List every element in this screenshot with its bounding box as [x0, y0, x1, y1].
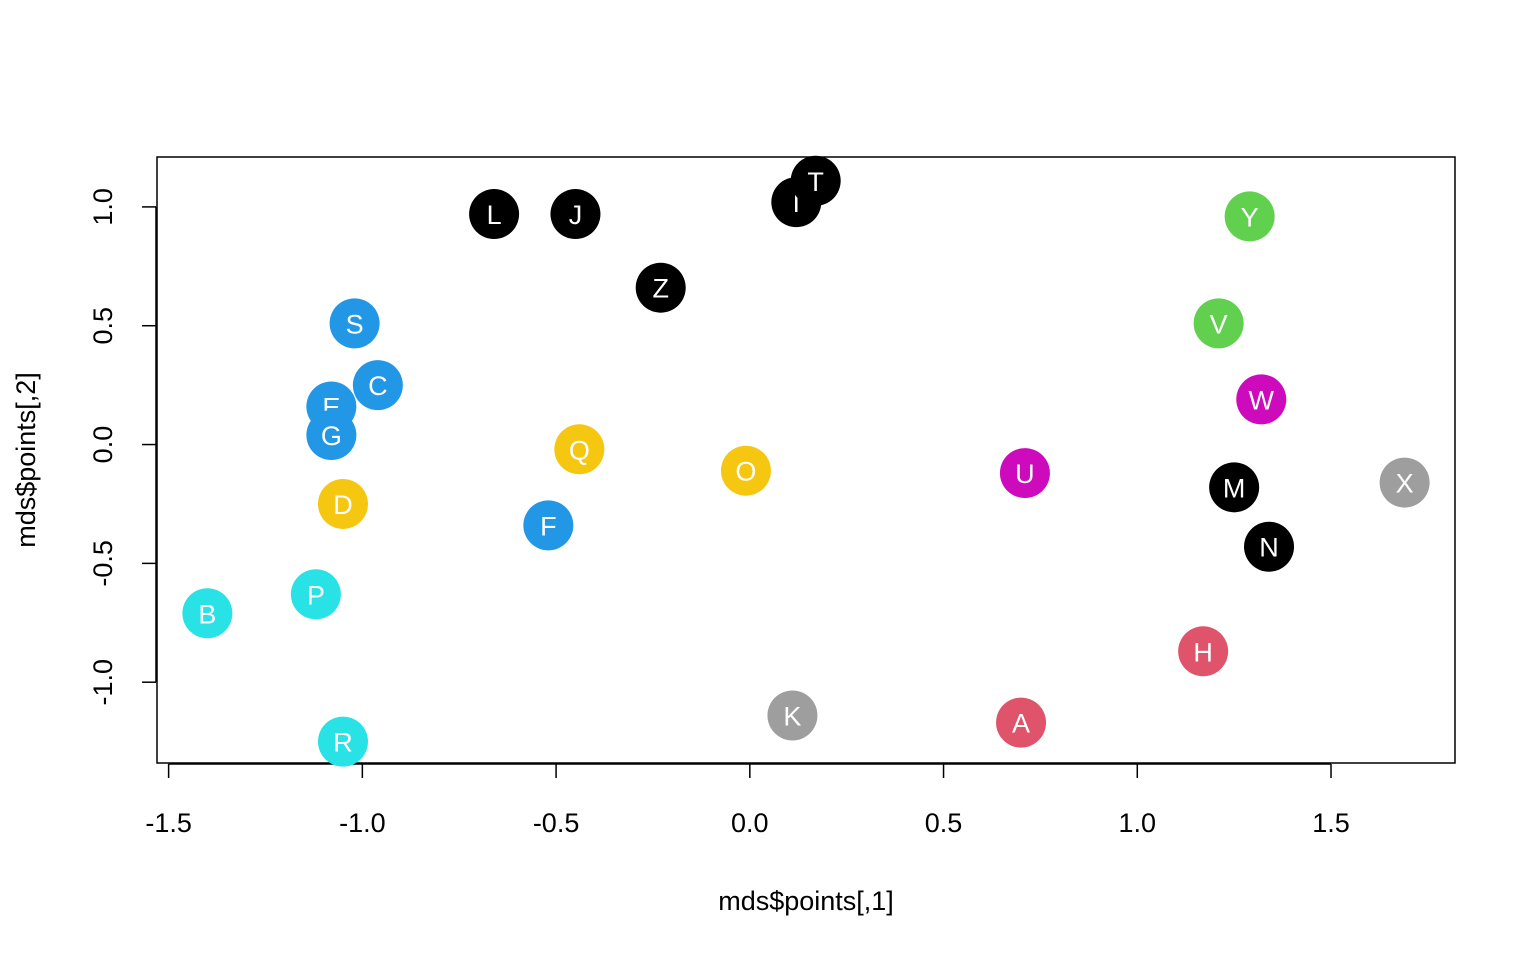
point-label: T: [807, 167, 824, 197]
data-point-v: V: [1193, 298, 1244, 349]
data-point-l: L: [469, 189, 520, 240]
data-point-f: F: [523, 500, 574, 551]
point-marker: [1209, 462, 1260, 513]
data-point-j: J: [550, 189, 601, 240]
x-tick-label: 0.5: [925, 808, 963, 838]
point-label: R: [333, 728, 353, 758]
point-marker: [1379, 457, 1430, 508]
point-marker: [523, 500, 574, 551]
point-marker: [999, 448, 1050, 499]
data-point-d: D: [317, 478, 368, 529]
data-point-k: K: [767, 690, 818, 741]
x-tick-label: 1.5: [1312, 808, 1350, 838]
point-marker: [790, 155, 841, 206]
data-point-y: Y: [1224, 191, 1275, 242]
point-label: I: [793, 188, 801, 218]
point-label: N: [1259, 533, 1279, 563]
point-marker: [317, 478, 368, 529]
x-axis: -1.5 -1.0 -0.5 0.0 0.5 1.0 1.5: [145, 763, 1350, 838]
point-marker: [352, 360, 403, 411]
point-marker: [329, 298, 380, 349]
plot-frame: [156, 156, 1456, 764]
point-marker: [1244, 521, 1295, 572]
point-marker: [550, 189, 601, 240]
data-point-p: P: [290, 569, 341, 620]
data-point-u: U: [999, 448, 1050, 499]
x-tick-label: 0.0: [731, 808, 769, 838]
data-point-z: Z: [635, 262, 686, 313]
y-tick-label: 0.0: [88, 426, 118, 464]
point-label: J: [569, 200, 583, 230]
data-point-s: S: [329, 298, 380, 349]
point-label: A: [1012, 709, 1030, 739]
point-marker: [317, 716, 368, 767]
point-marker: [182, 588, 233, 639]
data-point-g: G: [306, 410, 357, 461]
point-label: Q: [569, 435, 590, 465]
point-label: P: [307, 580, 325, 610]
point-label: F: [540, 511, 557, 541]
y-tick-label: -1.0: [88, 659, 118, 706]
y-axis: -1.0 -0.5 0.0 0.5 1.0: [88, 188, 157, 706]
y-tick-label: 1.0: [88, 188, 118, 226]
data-point-a: A: [996, 697, 1047, 748]
point-label: O: [735, 457, 756, 487]
data-point-b: B: [182, 588, 233, 639]
data-point-w: W: [1236, 374, 1287, 425]
point-label: L: [487, 200, 502, 230]
x-tick-label: -1.5: [145, 808, 192, 838]
point-label: W: [1249, 385, 1275, 415]
point-label: D: [333, 490, 353, 520]
point-marker: [306, 410, 357, 461]
x-tick-label: 1.0: [1119, 808, 1157, 838]
point-label: Y: [1241, 202, 1259, 232]
point-marker: [720, 445, 771, 496]
point-label: B: [198, 599, 216, 629]
point-label: V: [1210, 309, 1228, 339]
data-point-n: N: [1244, 521, 1295, 572]
point-label: G: [321, 421, 342, 451]
data-point-x: X: [1379, 457, 1430, 508]
y-tick-label: 0.5: [88, 307, 118, 345]
x-axis-label: mds$points[,1]: [718, 886, 894, 916]
y-tick-label: -0.5: [88, 540, 118, 587]
point-marker: [1193, 298, 1244, 349]
data-point-t: T: [790, 155, 841, 206]
point-marker: [635, 262, 686, 313]
point-label: Z: [652, 274, 669, 304]
data-point-q: Q: [554, 424, 605, 475]
point-label: M: [1223, 473, 1246, 503]
point-label: X: [1396, 469, 1414, 499]
data-point-h: H: [1178, 626, 1229, 677]
point-label: U: [1015, 459, 1035, 489]
point-label: S: [346, 309, 364, 339]
point-label: K: [783, 701, 801, 731]
y-axis-label: mds$points[,2]: [11, 372, 41, 548]
data-point-o: O: [720, 445, 771, 496]
point-marker: [290, 569, 341, 620]
data-point-m: M: [1209, 462, 1260, 513]
point-marker: [1224, 191, 1275, 242]
point-label: H: [1193, 637, 1213, 667]
point-marker: [1236, 374, 1287, 425]
point-marker: [996, 697, 1047, 748]
point-marker: [767, 690, 818, 741]
point-marker: [1178, 626, 1229, 677]
data-point-c: C: [352, 360, 403, 411]
point-label: C: [368, 371, 388, 401]
point-marker: [554, 424, 605, 475]
point-marker: [469, 189, 520, 240]
data-point-r: R: [317, 716, 368, 767]
x-tick-label: -1.0: [339, 808, 386, 838]
x-tick-label: -0.5: [533, 808, 580, 838]
